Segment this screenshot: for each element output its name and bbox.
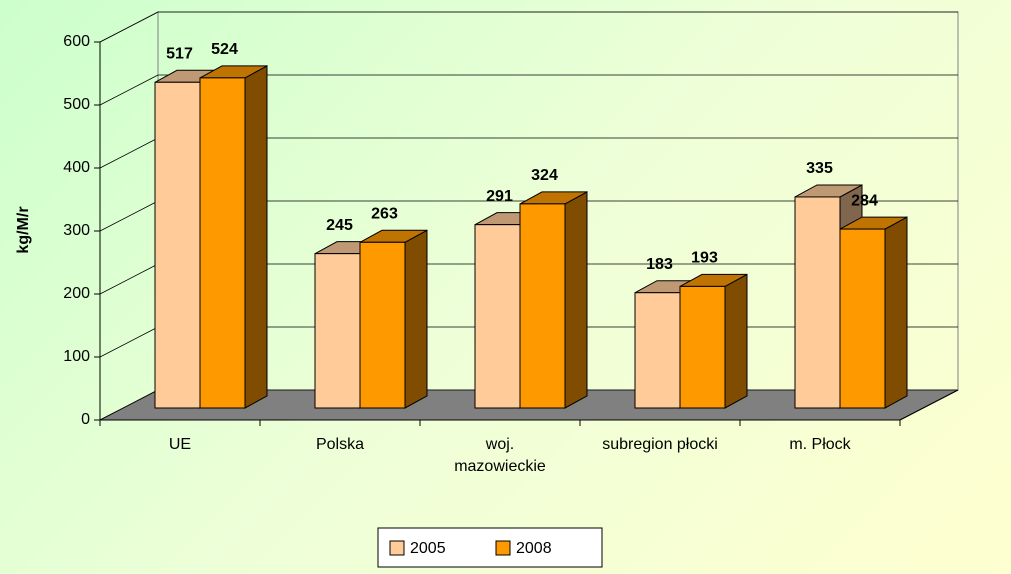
- bar-side: [244, 65, 268, 409]
- bar-side: [884, 216, 908, 409]
- bar-front: [839, 228, 886, 409]
- bar-front: [679, 285, 726, 409]
- bar-front: [634, 292, 681, 409]
- legend-label: 2008: [516, 540, 552, 557]
- legend-label: 2005: [410, 540, 446, 557]
- bar: [199, 65, 268, 409]
- data-label: 245: [326, 217, 353, 234]
- bar-front: [314, 253, 361, 409]
- y-tick-label: 600: [63, 33, 90, 50]
- bar-front: [794, 196, 841, 409]
- bar-front: [359, 241, 406, 409]
- y-tick-label: 100: [63, 348, 90, 365]
- y-tick-label: 300: [63, 222, 90, 239]
- y-axis-label: kg/M/r: [15, 206, 32, 253]
- y-tick-label: 500: [63, 96, 90, 113]
- legend-swatch: [389, 540, 405, 556]
- x-tick-label: Polska: [315, 436, 365, 453]
- x-tick-label: UE: [168, 436, 192, 453]
- grid-line: [99, 200, 159, 232]
- x-tick-label: m. Płock: [789, 436, 851, 453]
- data-label: 284: [851, 192, 878, 209]
- bar-front: [199, 77, 246, 409]
- bar-front: [519, 203, 566, 409]
- x-axis-depth: [899, 389, 959, 421]
- grid-line: [99, 137, 159, 169]
- grid-line: [99, 11, 159, 43]
- legend-swatch: [495, 540, 511, 556]
- y-tick-label: 200: [63, 285, 90, 302]
- y-tick-label: 0: [81, 411, 90, 428]
- bar: [519, 191, 588, 409]
- bar-front: [474, 224, 521, 409]
- data-label: 524: [211, 41, 238, 58]
- bar: [359, 229, 428, 409]
- data-label: 517: [166, 46, 193, 63]
- grid-line: [99, 326, 159, 358]
- data-label: 193: [691, 250, 718, 267]
- bar-front: [154, 81, 201, 409]
- bar-side: [724, 273, 748, 409]
- data-label: 263: [371, 206, 398, 223]
- data-label: 291: [486, 188, 513, 205]
- bar-side: [404, 229, 428, 409]
- grid-line: [99, 389, 159, 421]
- x-tick-label: subregion płocki: [602, 436, 718, 453]
- data-label: 183: [646, 256, 673, 273]
- grid-line: [99, 263, 159, 295]
- bar: [839, 216, 908, 409]
- y-tick-label: 400: [63, 159, 90, 176]
- data-label: 324: [531, 167, 558, 184]
- bar-side: [564, 191, 588, 409]
- grid-line: [99, 74, 159, 106]
- x-tick-label: woj. mazowieckie: [454, 436, 546, 475]
- bar: [679, 273, 748, 409]
- data-label: 335: [806, 160, 833, 177]
- legend-box: [377, 527, 603, 568]
